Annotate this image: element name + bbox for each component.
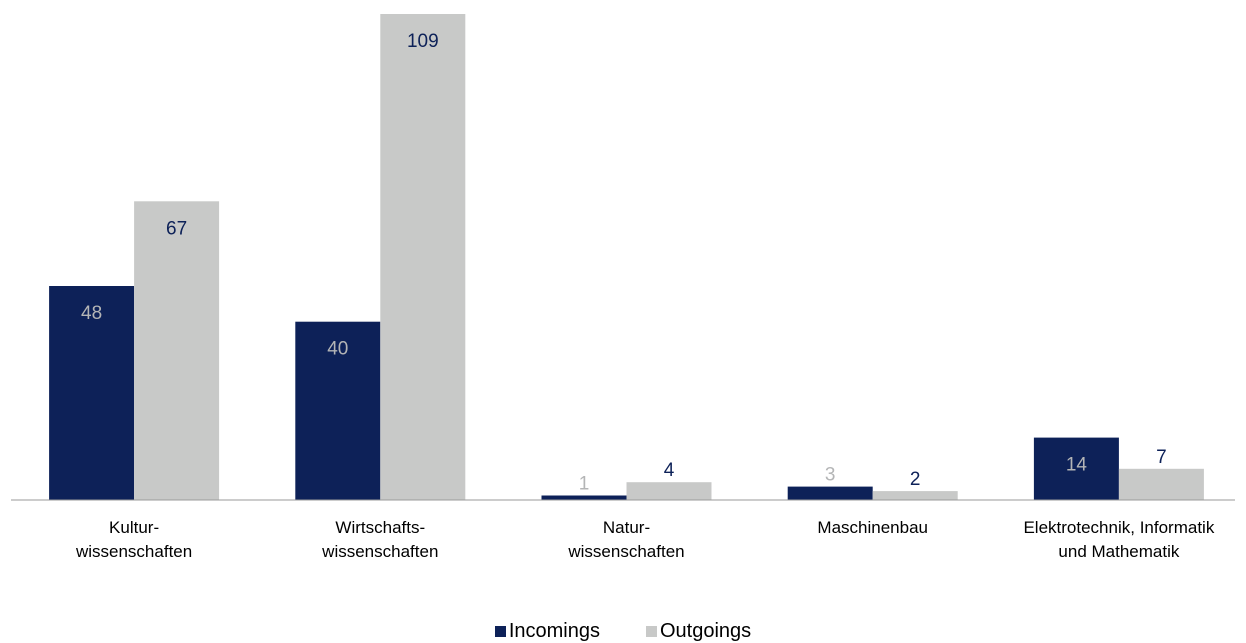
category-label-3-line-0: Maschinenbau xyxy=(817,518,928,537)
value-label-incomings-1: 40 xyxy=(327,339,348,360)
category-labels-group: Kultur-wissenschaftenWirtschafts-wissens… xyxy=(75,518,1215,561)
category-label-1: Wirtschafts-wissenschaften xyxy=(321,518,438,561)
value-label-incomings-4: 14 xyxy=(1066,455,1088,476)
category-label-4-line-0: Elektrotechnik, Informatik xyxy=(1023,518,1214,537)
bar-incomings-1 xyxy=(295,321,381,500)
legend-label-incomings: Incomings xyxy=(508,619,600,642)
legend-label-outgoings: Outgoings xyxy=(659,619,752,642)
bar-outgoings-2 xyxy=(626,482,712,500)
category-label-1-line-1: wissenschaften xyxy=(321,542,438,561)
category-label-1-line-0: Wirtschafts- xyxy=(335,518,425,537)
category-label-3: Maschinenbau xyxy=(817,518,928,537)
category-label-2-line-0: Natur- xyxy=(603,518,650,537)
legend-swatch-incomings xyxy=(494,625,506,637)
value-label-outgoings-0: 67 xyxy=(166,218,187,239)
bar-incomings-2 xyxy=(541,495,627,500)
bars-group xyxy=(49,14,1204,501)
legend: Incomings Outgoings xyxy=(0,620,1246,642)
category-label-2-line-1: wissenschaften xyxy=(567,542,684,561)
value-label-outgoings-1: 109 xyxy=(407,31,439,52)
legend-item-incomings: Incomings xyxy=(494,619,600,643)
category-label-0-line-1: wissenschaften xyxy=(75,542,192,561)
legend-item-outgoings: Outgoings xyxy=(645,619,752,643)
category-label-0-line-0: Kultur- xyxy=(109,518,159,537)
bar-incomings-0 xyxy=(49,286,135,500)
category-label-0: Kultur-wissenschaften xyxy=(75,518,192,561)
value-label-outgoings-3: 2 xyxy=(910,469,921,490)
legend-swatch-outgoings xyxy=(645,625,657,637)
category-label-4: Elektrotechnik, Informatik und Mathematik xyxy=(1023,518,1214,561)
bar-outgoings-0 xyxy=(134,201,220,501)
value-label-outgoings-2: 4 xyxy=(664,460,675,481)
value-label-incomings-2: 1 xyxy=(579,474,590,495)
value-label-incomings-0: 48 xyxy=(81,303,102,324)
bar-outgoings-1 xyxy=(380,14,466,500)
value-label-outgoings-4: 7 xyxy=(1156,447,1167,468)
bar-incomings-3 xyxy=(787,486,873,500)
bar-outgoings-4 xyxy=(1118,468,1204,500)
bar-outgoings-3 xyxy=(872,491,958,500)
category-label-2: Natur-wissenschaften xyxy=(567,518,684,561)
category-label-4-line-1: und Mathematik xyxy=(1058,542,1179,561)
value-label-incomings-3: 3 xyxy=(825,465,836,486)
bar-incomings-4 xyxy=(1033,437,1119,500)
